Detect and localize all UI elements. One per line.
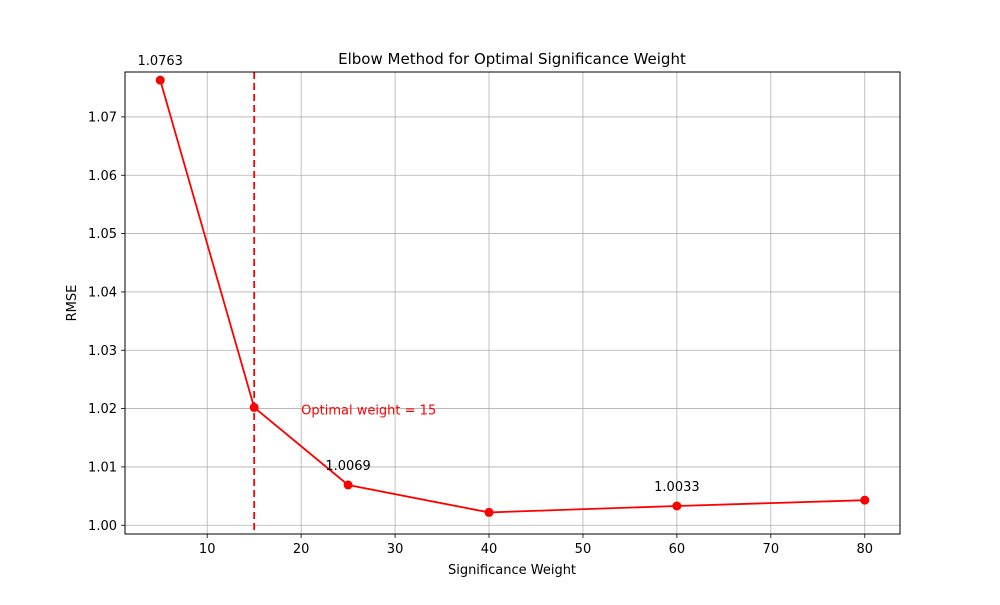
rmse-data-point — [860, 495, 870, 505]
y-tick-label: 1.05 — [88, 227, 117, 242]
chart-title: Elbow Method for Optimal Significance We… — [338, 50, 686, 68]
y-axis-label: RMSE — [65, 285, 80, 322]
x-tick-label: 20 — [293, 542, 310, 557]
x-axis-ticks: 10 20 30 40 50 60 70 80 — [199, 534, 873, 557]
x-tick-label: 50 — [575, 542, 592, 557]
rmse-data-point — [484, 507, 494, 517]
x-tick-label: 30 — [387, 542, 404, 557]
data-label: 1.0033 — [654, 480, 700, 495]
y-tick-label: 1.04 — [88, 285, 117, 300]
y-tick-label: 1.07 — [88, 110, 117, 125]
plot-area: 1.0763 1.0069 1.0033 Optimal weight = 15 — [137, 54, 870, 534]
rmse-data-point — [249, 402, 259, 412]
rmse-data-point — [672, 501, 682, 511]
data-label: 1.0763 — [137, 54, 183, 69]
x-tick-label: 80 — [856, 542, 873, 557]
data-label: 1.0069 — [325, 459, 371, 474]
plot-frame — [124, 71, 901, 535]
y-tick-label: 1.01 — [88, 460, 117, 475]
rmse-data-point — [155, 75, 165, 85]
x-axis-label: Significance Weight — [448, 563, 576, 578]
y-tick-label: 1.03 — [88, 344, 117, 359]
grid-lines — [125, 72, 900, 534]
x-tick-label: 40 — [481, 542, 498, 557]
x-tick-label: 70 — [763, 542, 780, 557]
rmse-data-point — [343, 480, 353, 490]
y-axis-ticks: 1.00 1.01 1.02 1.03 1.04 1.05 1.06 1.07 — [88, 110, 125, 534]
rmse-series-line — [159, 79, 865, 514]
y-tick-label: 1.00 — [88, 519, 117, 534]
optimal-weight-annotation: Optimal weight = 15 — [301, 403, 436, 418]
y-tick-label: 1.02 — [88, 402, 117, 417]
x-tick-label: 10 — [199, 542, 216, 557]
y-tick-label: 1.06 — [88, 169, 117, 184]
x-tick-label: 60 — [669, 542, 686, 557]
